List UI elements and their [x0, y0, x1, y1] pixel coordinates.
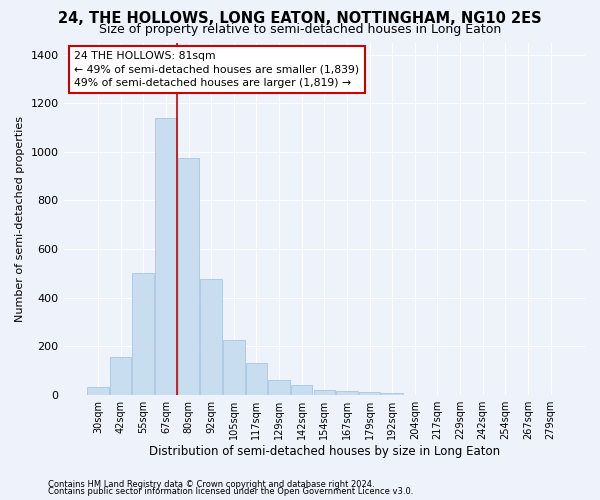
Text: 24, THE HOLLOWS, LONG EATON, NOTTINGHAM, NG10 2ES: 24, THE HOLLOWS, LONG EATON, NOTTINGHAM,… — [58, 11, 542, 26]
X-axis label: Distribution of semi-detached houses by size in Long Eaton: Distribution of semi-detached houses by … — [149, 444, 500, 458]
Bar — [155, 118, 176, 394]
Bar — [245, 363, 267, 394]
Bar — [87, 388, 109, 394]
Bar — [359, 392, 380, 394]
Bar — [336, 391, 358, 394]
Bar — [133, 274, 154, 394]
Text: Size of property relative to semi-detached houses in Long Eaton: Size of property relative to semi-detach… — [99, 22, 501, 36]
Text: Contains HM Land Registry data © Crown copyright and database right 2024.: Contains HM Land Registry data © Crown c… — [48, 480, 374, 489]
Bar — [178, 158, 199, 394]
Text: Contains public sector information licensed under the Open Government Licence v3: Contains public sector information licen… — [48, 487, 413, 496]
Text: 24 THE HOLLOWS: 81sqm
← 49% of semi-detached houses are smaller (1,839)
49% of s: 24 THE HOLLOWS: 81sqm ← 49% of semi-deta… — [74, 52, 359, 88]
Y-axis label: Number of semi-detached properties: Number of semi-detached properties — [15, 116, 25, 322]
Bar — [291, 385, 313, 394]
Bar — [200, 280, 222, 394]
Bar — [268, 380, 290, 394]
Bar — [110, 357, 131, 395]
Bar — [223, 340, 245, 394]
Bar — [314, 390, 335, 394]
